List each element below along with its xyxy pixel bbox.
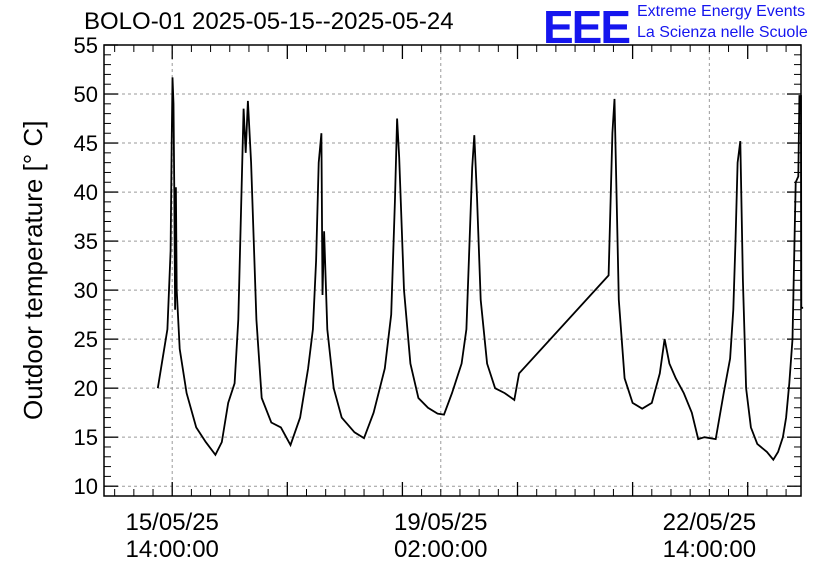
x-tick-time: 14:00:00	[662, 536, 757, 563]
x-tick-date: 15/05/25	[125, 509, 219, 536]
y-tick-label: 20	[74, 376, 98, 401]
y-tick-label: 40	[74, 180, 98, 205]
y-tick-label: 35	[74, 229, 98, 254]
logo-line-1: Extreme Energy Events	[637, 3, 806, 20]
x-tick-time: 14:00:00	[125, 536, 219, 563]
logo-line-2: La Scienza nelle Scuole	[637, 24, 808, 41]
x-tick-date: 22/05/25	[662, 509, 757, 536]
y-tick-label: 55	[74, 33, 98, 58]
y-tick-label: 25	[74, 327, 98, 352]
chart-title: BOLO-01 2025-05-15--2025-05-24	[84, 8, 454, 35]
x-tick-label: 19/05/25 02:00:00	[371, 509, 511, 563]
y-tick-labels: 10 15 20 25 30 35 40 45 50 55	[74, 33, 98, 499]
x-tick-label: 22/05/25 14:00:00	[639, 509, 779, 563]
y-tick-label: 50	[74, 82, 98, 107]
y-tick-label: 10	[74, 474, 98, 499]
y-axis-label: Outdoor temperature [° C]	[18, 120, 48, 421]
x-tick-label: 15/05/25 14:00:00	[102, 509, 242, 563]
temperature-series-line	[156, 77, 804, 462]
eee-logo-mark: EEE	[543, 1, 631, 53]
y-tick-label: 30	[74, 278, 98, 303]
y-tick-label: 15	[74, 425, 98, 450]
ticks-layer	[104, 44, 801, 497]
x-tick-date: 19/05/25	[394, 509, 488, 536]
x-tick-time: 02:00:00	[394, 536, 488, 563]
y-tick-label: 45	[74, 131, 98, 156]
